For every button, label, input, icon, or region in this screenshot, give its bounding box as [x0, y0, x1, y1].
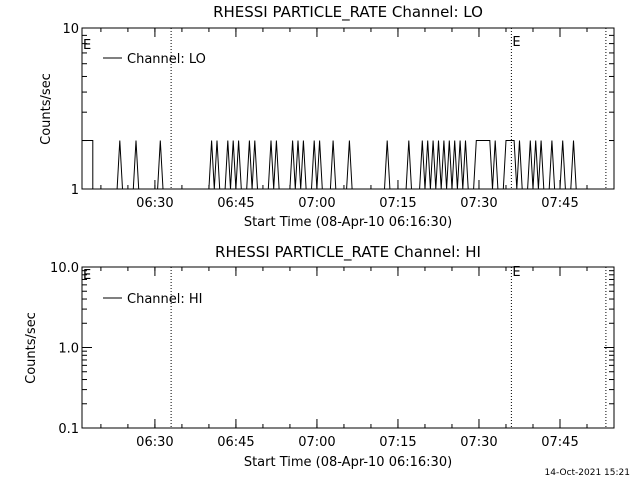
x-tick-label: 07:30 [460, 196, 497, 211]
x-tick-label: 06:30 [136, 435, 173, 450]
chart-title: RHESSI PARTICLE_RATE Channel: LO [213, 3, 483, 22]
series-group [82, 140, 577, 190]
chart-panel-lo: RHESSI PARTICLE_RATE Channel: LO E Count… [39, 3, 615, 230]
y-tick-label: 10.0 [50, 261, 79, 276]
x-tick-label: 06:45 [217, 435, 254, 450]
x-tick-label: 07:15 [379, 435, 416, 450]
legend-entry: Channel: HI [127, 292, 203, 307]
corner-label: E [83, 38, 91, 53]
x-tick-label: 07:15 [379, 196, 416, 211]
y-axis-label: Counts/sec [39, 73, 54, 145]
x-tick-label: 06:30 [136, 196, 173, 211]
series-line [82, 140, 577, 190]
timestamp: 14-Oct-2021 15:21 [545, 468, 630, 478]
event-lines: E [170, 28, 607, 189]
x-tick-label: 07:00 [298, 435, 335, 450]
chart-panel-hi: RHESSI PARTICLE_RATE Channel: HI E Count… [24, 243, 615, 470]
y-tick-label: 1.0 [58, 342, 79, 357]
x-tick-label: 07:30 [460, 435, 497, 450]
x-tick-label: 07:45 [541, 196, 578, 211]
event-lines: E [170, 265, 607, 428]
corner-label: E [83, 268, 91, 283]
x-axis: 06:30 06:45 07:00 07:15 07:30 07:45 [100, 267, 588, 450]
legend: Channel: LO [103, 52, 206, 67]
x-tick-label: 06:45 [217, 196, 254, 211]
y-tick-label: 10 [62, 22, 79, 37]
event-label: E [512, 265, 520, 280]
y-axis-label: Counts/sec [24, 312, 39, 384]
event-label: E [512, 35, 520, 50]
x-axis-label: Start Time (08-Apr-10 06:16:30) [244, 215, 452, 230]
y-tick-label: 1 [71, 183, 79, 198]
x-axis-label: Start Time (08-Apr-10 06:16:30) [244, 455, 452, 470]
y-axis: 1 10 [62, 22, 614, 198]
x-tick-label: 07:45 [541, 435, 578, 450]
legend-entry: Channel: LO [127, 52, 206, 67]
x-tick-label: 07:00 [298, 196, 335, 211]
chart-title: RHESSI PARTICLE_RATE Channel: HI [215, 243, 481, 262]
y-tick-label: 0.1 [58, 422, 79, 437]
x-axis: 06:30 06:45 07:00 07:15 07:30 07:45 [100, 28, 588, 211]
legend: Channel: HI [103, 292, 203, 307]
y-axis: 0.1 1.0 10.0 [50, 261, 614, 437]
plot-frame [81, 27, 615, 190]
